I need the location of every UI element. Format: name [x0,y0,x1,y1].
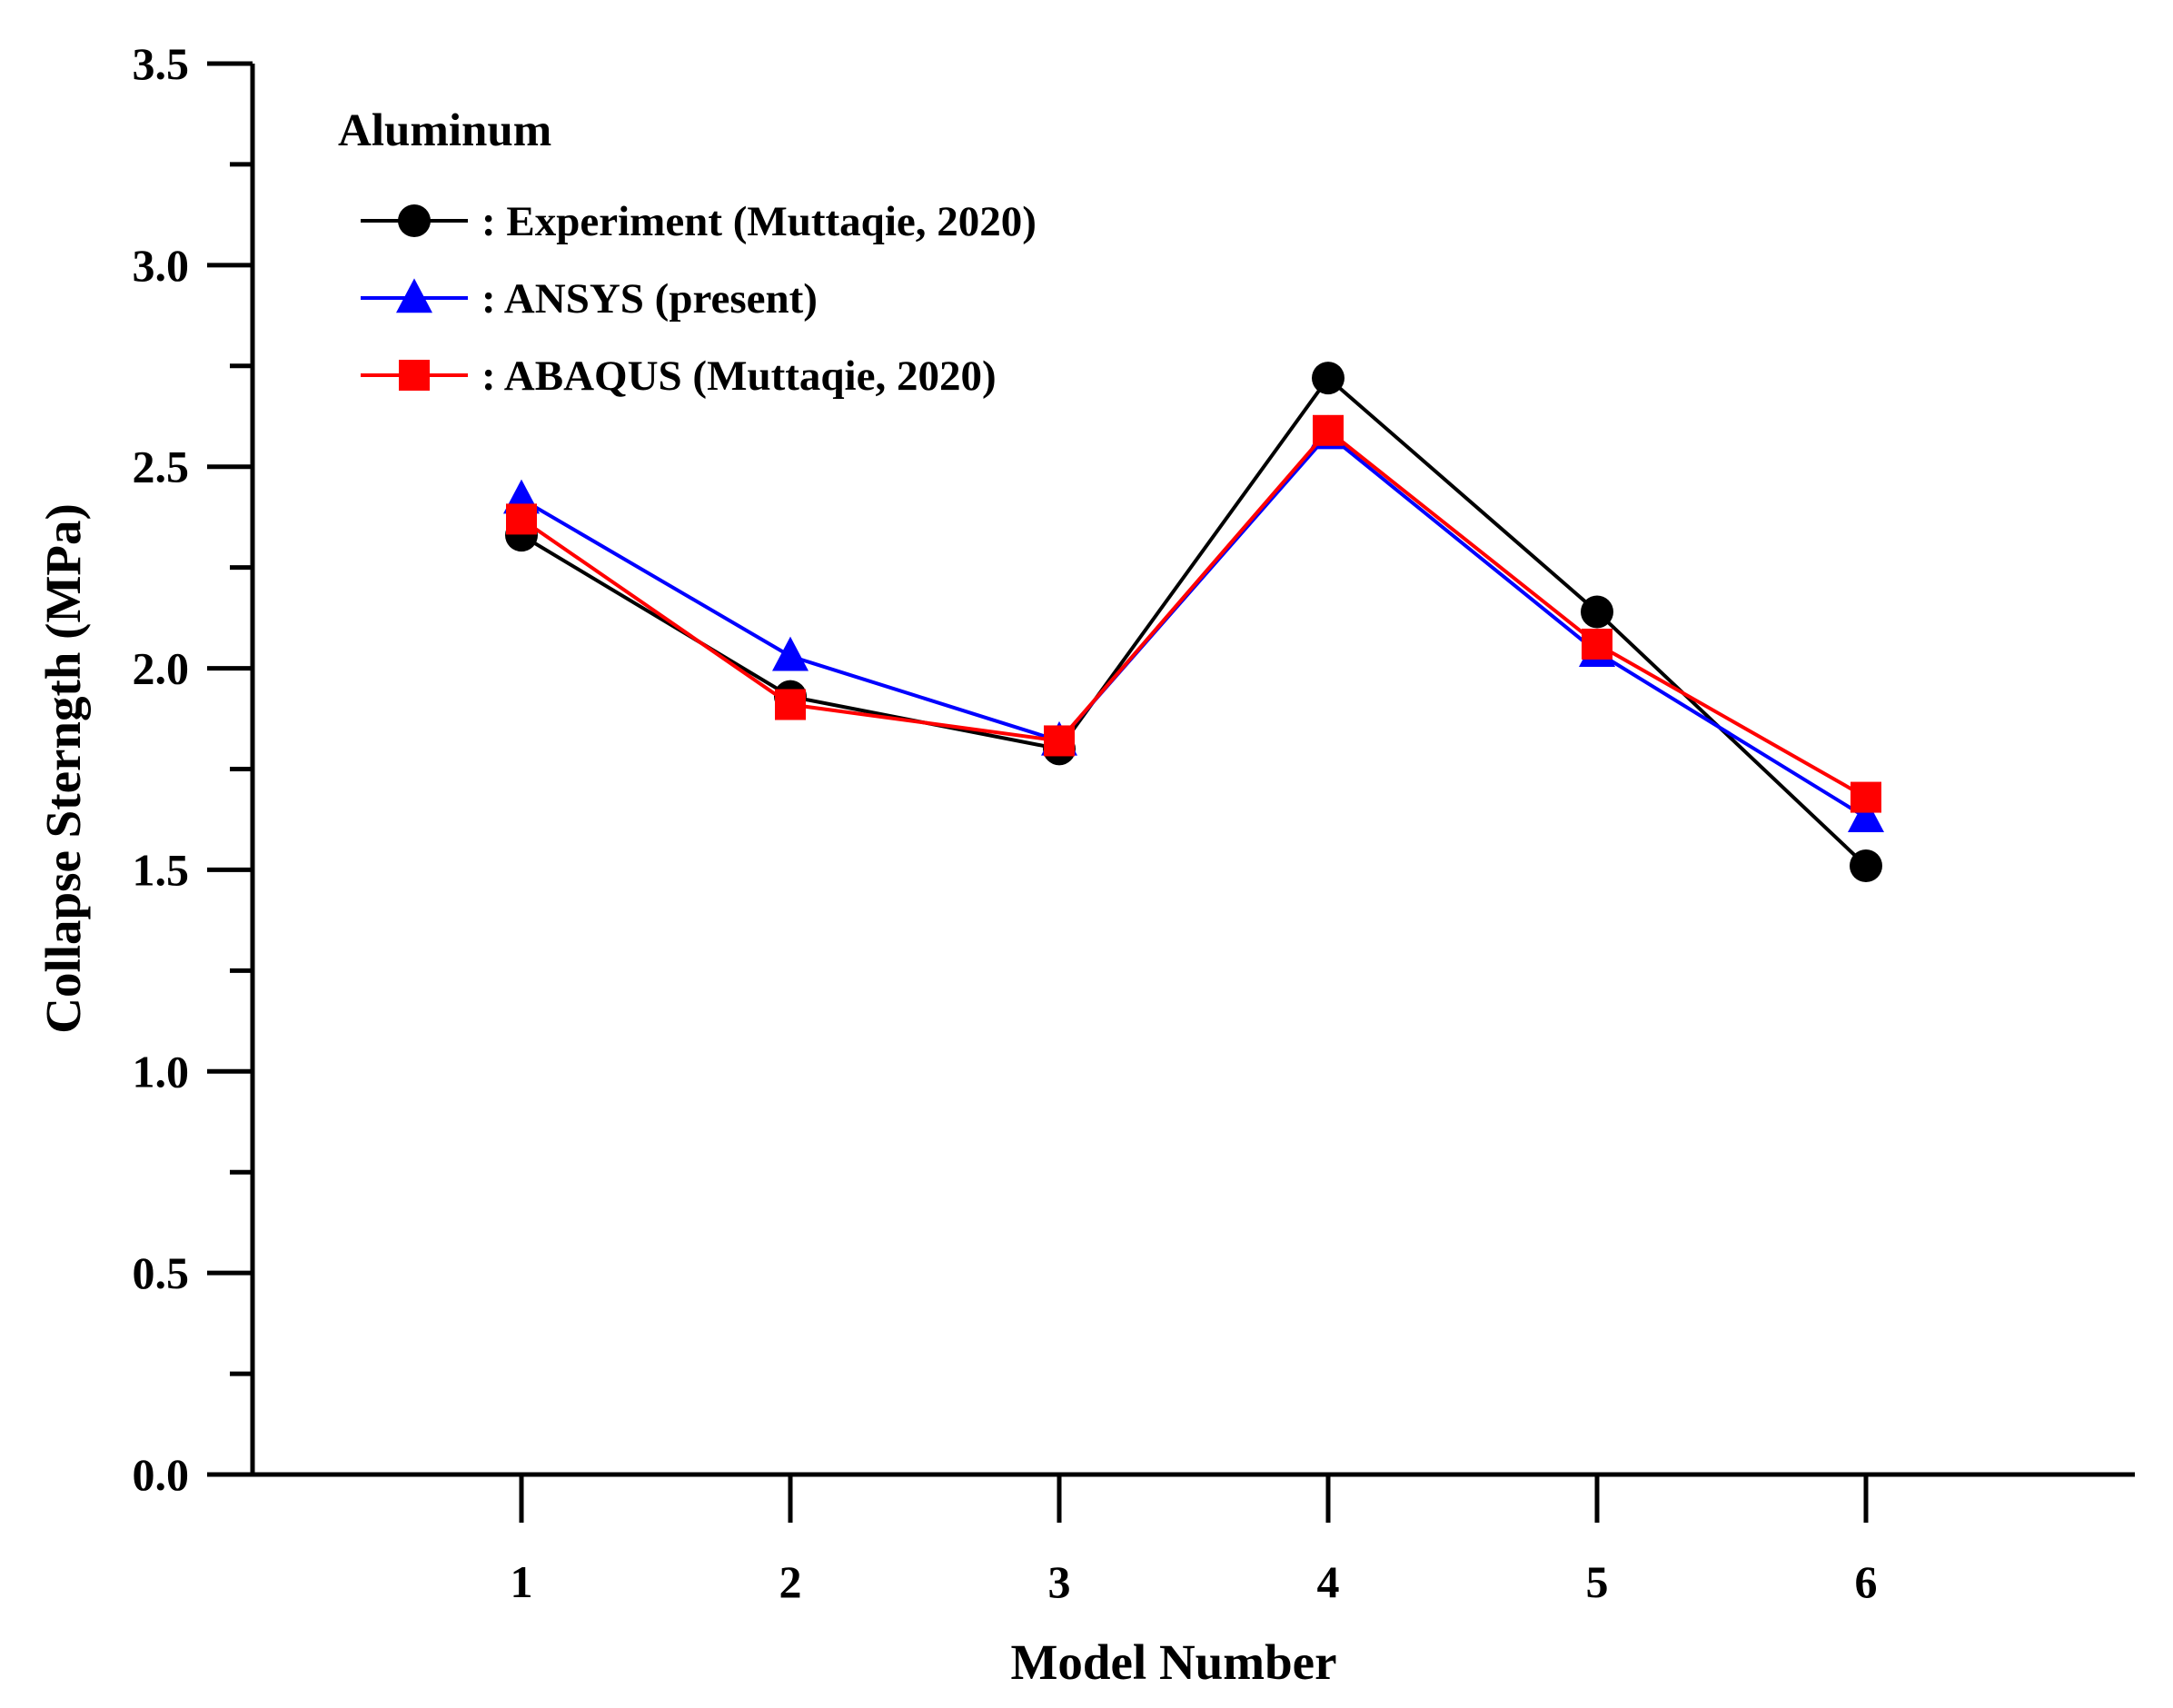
legend: Aluminum : Experiment (Muttaqie, 2020): … [338,105,1037,400]
data-point-square [1313,414,1344,446]
x-tick-label: 1 [511,1556,533,1607]
data-point-triangle [1848,798,1884,832]
x-tick-label: 5 [1586,1556,1609,1607]
data-point-circle [1850,849,1882,882]
data-point-circle [1581,595,1613,629]
y-axis-title: Collapse Sterngth (MPa) [35,503,91,1034]
series-layer [503,362,1884,882]
y-tick-label: 0.0 [133,1449,190,1500]
data-point-triangle [772,636,809,671]
series-line [520,428,1867,799]
legend-items: : Experiment (Muttaqie, 2020) : ANSYS (pr… [361,198,1037,400]
x-tick-label: 4 [1317,1556,1340,1607]
x-ticks: 1 2 3 4 5 6 [511,1475,1878,1607]
series-circle [505,362,1882,882]
series-square [506,414,1881,813]
y-tick-label: 3.0 [133,240,190,291]
legend-marker-square [399,360,430,391]
legend-label: : Experiment (Muttaqie, 2020) [481,198,1037,245]
series-triangle [503,414,1884,832]
data-point-square [1851,781,1881,813]
series-line [520,432,1868,819]
y-tick-label: 2.0 [133,643,190,694]
y-tick-label: 1.0 [133,1046,190,1097]
data-point-square [506,503,537,535]
data-point-circle [1312,362,1344,395]
legend-marker-circle [398,204,431,237]
y-tick-label: 2.5 [133,442,190,492]
y-tick-label: 3.5 [133,38,190,89]
y-ticks: 0.0 0.5 1.0 1.5 2.0 2.5 3.0 3.5 [133,38,253,1500]
x-tick-label: 6 [1855,1556,1878,1607]
x-tick-label: 2 [779,1556,802,1607]
series-line [520,375,1868,868]
y-tick-label: 1.5 [133,844,190,895]
data-point-square [1582,628,1612,660]
legend-label: : ABAQUS (Muttaqie, 2020) [481,353,997,400]
legend-entry: : ANSYS (present) [361,275,818,323]
data-point-square [775,689,806,720]
y-tick-label: 0.5 [133,1247,190,1298]
legend-title: Aluminum [338,105,551,156]
legend-label: : ANSYS (present) [481,275,818,323]
legend-entry: : ABAQUS (Muttaqie, 2020) [361,353,997,400]
x-axis-title: Model Number [1011,1634,1337,1690]
legend-entry: : Experiment (Muttaqie, 2020) [361,198,1037,245]
legend-marker-triangle [396,278,432,313]
x-tick-label: 3 [1048,1556,1071,1607]
data-point-square [1044,725,1075,757]
